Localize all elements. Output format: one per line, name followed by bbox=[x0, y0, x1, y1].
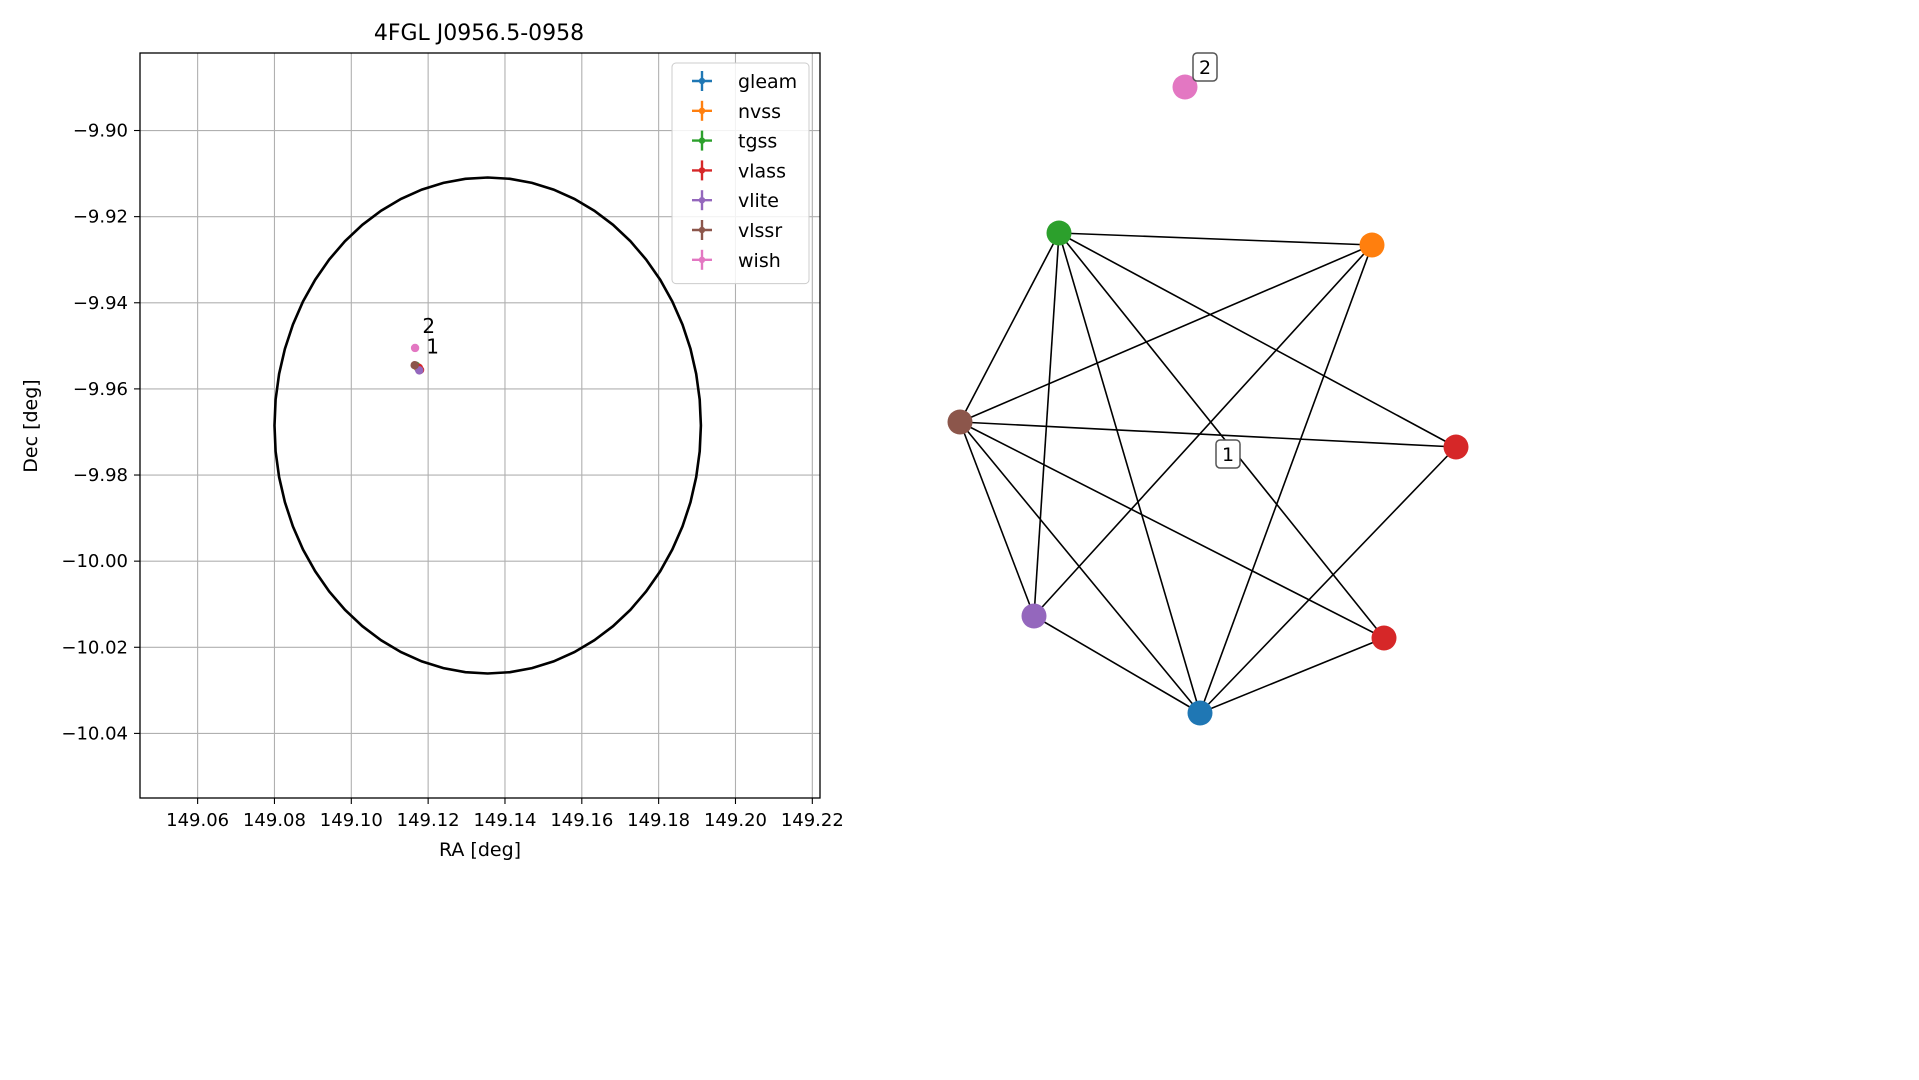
y-axis-ticks: −9.90 −9.92 −9.94 −9.96 −9.98 −10.00 −10.02 −10… bbox=[61, 121, 140, 744]
legend-marker-dot bbox=[698, 137, 706, 144]
y-axis-label: Dec [deg] bbox=[20, 379, 42, 472]
legend-entry: vlssr bbox=[692, 220, 782, 242]
legend-entry: vlite bbox=[692, 190, 779, 212]
graph-node-vlite bbox=[1021, 603, 1047, 629]
graph-node-wish bbox=[1172, 74, 1198, 100]
x-tick-label: 149.10 bbox=[320, 810, 383, 831]
x-axis-label: RA [deg] bbox=[439, 839, 521, 861]
legend-marker-dot bbox=[698, 107, 706, 115]
x-tick-label: 149.20 bbox=[704, 810, 767, 831]
legend-marker-dot bbox=[698, 226, 706, 234]
x-axis-ticks: 149.06 149.08 149.10 149.12 149.14 149.16 149.… bbox=[166, 798, 844, 831]
legend-entry: wish bbox=[692, 250, 781, 272]
graph-edge bbox=[1058, 232, 1373, 246]
legend-label: tgss bbox=[738, 131, 777, 153]
x-tick-label: 149.12 bbox=[397, 810, 460, 831]
graph-node-vlass-a bbox=[1443, 434, 1469, 460]
legend-label: vlssr bbox=[738, 220, 782, 242]
cluster-label: 1 bbox=[1215, 439, 1241, 469]
network-graph: 21 bbox=[947, 52, 1469, 726]
graph-node-nvss bbox=[1359, 232, 1385, 258]
legend-label: vlass bbox=[738, 160, 786, 182]
y-tick-label: −9.90 bbox=[73, 121, 128, 142]
cluster-label-box bbox=[1192, 52, 1218, 82]
points-layer bbox=[410, 343, 425, 375]
graph-edge bbox=[1033, 615, 1201, 714]
x-tick-label: 149.18 bbox=[627, 810, 690, 831]
grid bbox=[140, 53, 820, 798]
point-vlssr bbox=[410, 361, 419, 370]
graph-node-tgss bbox=[1046, 220, 1072, 246]
graph-edge bbox=[1033, 232, 1060, 617]
graph-nodes bbox=[947, 74, 1469, 726]
legend: gleam nvss tgss vlass vlite vlssr wish bbox=[671, 62, 810, 285]
chart-title: 4FGL J0956.5-0958 bbox=[374, 21, 584, 46]
graph-edge bbox=[1199, 446, 1457, 714]
legend-box bbox=[671, 62, 810, 285]
graph-edge bbox=[959, 421, 1201, 714]
cluster-label: 2 bbox=[1192, 52, 1218, 82]
graph-edge bbox=[1058, 232, 1457, 448]
graph-edge bbox=[959, 421, 1385, 639]
graph-edge bbox=[959, 244, 1373, 423]
legend-label: gleam bbox=[738, 71, 797, 93]
y-tick-label: −9.92 bbox=[73, 207, 128, 228]
legend-entry: tgss bbox=[692, 130, 777, 153]
legend-marker-dot bbox=[698, 256, 706, 263]
cluster-label-box bbox=[1215, 439, 1241, 469]
graph-edge bbox=[1033, 244, 1373, 617]
y-tick-label: −10.04 bbox=[61, 723, 128, 744]
point-wish bbox=[410, 343, 420, 353]
y-tick-label: −10.00 bbox=[61, 551, 128, 572]
legend-label: vlite bbox=[738, 190, 779, 212]
graph-edge bbox=[1058, 232, 1201, 714]
x-tick-label: 149.16 bbox=[550, 810, 613, 831]
y-tick-label: −9.94 bbox=[73, 293, 128, 314]
point-annotation: 2 bbox=[422, 314, 435, 338]
legend-marker-dot bbox=[698, 77, 706, 85]
graph-edge bbox=[959, 232, 1060, 423]
y-tick-label: −9.96 bbox=[73, 379, 128, 400]
x-tick-label: 149.08 bbox=[243, 810, 306, 831]
graph-edge bbox=[959, 421, 1457, 448]
sky-plot: 4FGL J0956.5-0958 21 149.06 149.08 149.10 1… bbox=[20, 21, 844, 861]
legend-entry: gleam bbox=[692, 71, 797, 93]
legend-marker-dot bbox=[698, 197, 706, 204]
graph-edge bbox=[1199, 637, 1385, 714]
axes-frame bbox=[139, 52, 821, 799]
x-tick-label: 149.22 bbox=[781, 810, 844, 831]
graph-node-vlssr bbox=[947, 409, 973, 435]
graph-node-vlass-b bbox=[1371, 625, 1397, 651]
y-tick-label: −9.98 bbox=[73, 465, 128, 486]
graph-edge bbox=[1199, 244, 1373, 714]
legend-entry: vlass bbox=[692, 160, 786, 182]
cluster-labels: 21 bbox=[1192, 52, 1241, 469]
legend-label: nvss bbox=[738, 101, 781, 123]
legend-entry: nvss bbox=[692, 100, 781, 123]
cluster-label-text: 2 bbox=[1199, 57, 1211, 79]
y-tick-label: −10.02 bbox=[61, 637, 128, 658]
x-tick-label: 149.14 bbox=[473, 810, 536, 831]
error-ellipse bbox=[273, 176, 703, 675]
legend-marker-dot bbox=[698, 167, 706, 174]
graph-edges bbox=[959, 232, 1457, 714]
graph-node-gleam bbox=[1187, 700, 1213, 726]
ellipse-layer bbox=[273, 176, 703, 675]
annotations: 21 bbox=[422, 314, 439, 359]
point-annotation: 1 bbox=[426, 335, 439, 359]
graph-edge bbox=[959, 421, 1035, 617]
legend-label: wish bbox=[738, 250, 781, 272]
cluster-label-text: 1 bbox=[1222, 444, 1234, 466]
x-tick-label: 149.06 bbox=[166, 810, 229, 831]
